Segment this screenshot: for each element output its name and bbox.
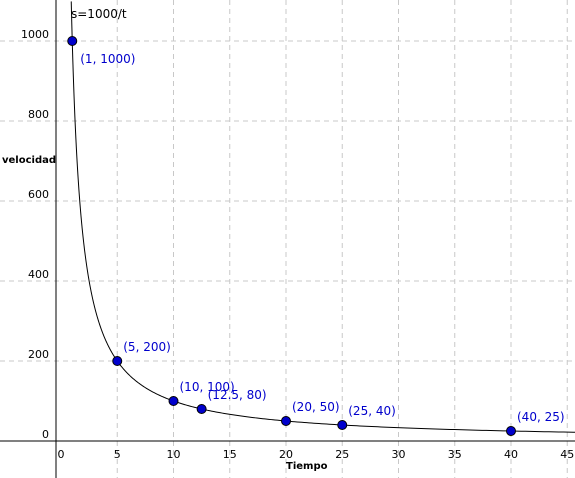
y-axis-title: velocidad (2, 155, 56, 166)
data-label: (12.5, 80) (208, 388, 267, 402)
x-tick-label: 5 (114, 448, 121, 461)
data-point (112, 356, 123, 366)
x-tick-label: 10 (167, 448, 181, 461)
x-tick-label: 20 (279, 448, 293, 461)
data-point (281, 416, 291, 426)
data-point (196, 404, 207, 414)
y-tick-label: 1000 (21, 28, 49, 41)
data-point (67, 36, 78, 46)
data-label: (1, 1000) (80, 52, 135, 66)
x-tick-label: 15 (223, 448, 237, 461)
x-tick-label: 25 (335, 448, 349, 461)
data-label: (20, 50) (292, 400, 340, 414)
function-label: s=1000/t (71, 7, 127, 21)
points-layer: (1, 1000) (5, 200) (10, 100)(12.5, 80) (20,… (67, 36, 565, 436)
y-tick-label: 600 (28, 188, 49, 201)
x-tick-label: 35 (448, 448, 462, 461)
data-label: (5, 200) (123, 340, 171, 354)
labels-layer: s=1000/t Tiempo velocidad (2, 7, 328, 472)
x-tick-label: 0 (58, 448, 65, 461)
data-label: (25, 40) (348, 404, 396, 418)
curve-layer (70, 1, 575, 433)
data-label: (10, 100) (180, 380, 235, 394)
y-tick-label: 0 (42, 428, 49, 441)
x-tick-label: 30 (392, 448, 406, 461)
data-point (506, 426, 516, 436)
data-point (337, 420, 348, 430)
data-label: (40, 25) (517, 410, 565, 424)
x-tick-label: 40 (504, 448, 518, 461)
function-curve (70, 1, 575, 433)
x-axis-title: Tiempo (286, 461, 328, 472)
y-tick-label: 200 (28, 348, 49, 361)
data-point (168, 396, 179, 406)
x-tick-label: 45 (560, 448, 574, 461)
y-tick-label: 400 (28, 268, 49, 281)
y-tick-label: 800 (28, 108, 49, 121)
